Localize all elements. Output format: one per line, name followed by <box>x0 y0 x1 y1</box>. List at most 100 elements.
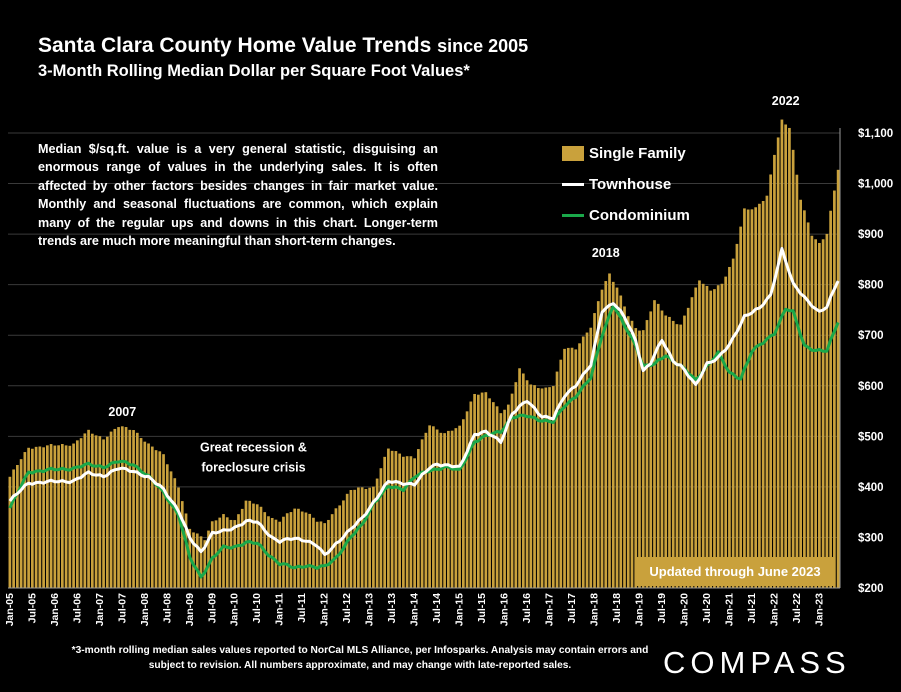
single-family-bar <box>150 446 154 588</box>
x-tick-label: Jul-06 <box>71 593 83 624</box>
single-family-bar <box>443 433 446 588</box>
single-family-bars <box>8 119 840 589</box>
legend-label-townhouse: Townhouse <box>589 176 672 193</box>
single-family-bar <box>158 451 162 588</box>
legend-label-single-family: Single Family <box>589 145 686 162</box>
single-family-bar <box>297 508 300 588</box>
single-family-bar <box>252 503 255 588</box>
single-family-bar <box>806 222 810 588</box>
single-family-bar <box>731 258 735 588</box>
series-lines <box>8 247 840 579</box>
single-family-bar <box>765 195 769 588</box>
y-tick-label: $400 <box>858 482 884 494</box>
single-family-bar <box>484 392 488 588</box>
x-tick-label: Jul-22 <box>791 593 803 624</box>
single-family-bar <box>829 210 832 589</box>
legend-swatch-single-family <box>562 146 584 161</box>
single-family-bar <box>237 514 240 588</box>
x-tick-label: Jan-10 <box>229 593 241 626</box>
x-tick-label: Jan-18 <box>589 593 601 626</box>
legend-swatch-condominium <box>562 214 584 217</box>
townhouse-line <box>8 247 840 556</box>
single-family-bar <box>270 517 274 588</box>
single-family-bar <box>338 505 342 588</box>
single-family-bar <box>342 500 345 588</box>
single-family-bar <box>671 320 675 588</box>
y-tick-label: $600 <box>858 381 884 393</box>
single-family-bar <box>60 444 64 588</box>
single-family-bar <box>611 281 615 588</box>
single-family-bar <box>233 520 237 588</box>
single-family-bar <box>525 380 529 588</box>
y-tick-label: $900 <box>858 229 884 241</box>
single-family-bar <box>308 513 312 588</box>
single-family-bar <box>754 207 758 588</box>
single-family-bar <box>222 514 225 588</box>
single-family-bar <box>12 469 15 588</box>
legend-swatch-townhouse <box>562 183 584 186</box>
single-family-bar <box>664 315 668 588</box>
single-family-bar <box>462 419 465 588</box>
single-family-bar <box>90 433 94 588</box>
single-family-bar <box>750 209 754 588</box>
single-family-bar <box>641 330 645 588</box>
single-family-bar <box>109 431 113 588</box>
x-tick-label: Jul-20 <box>701 593 713 624</box>
single-family-bar <box>165 464 169 588</box>
single-family-bar <box>619 295 623 588</box>
single-family-bar <box>229 519 233 588</box>
single-family-bar <box>589 327 593 588</box>
single-family-bar <box>46 445 49 588</box>
x-tick-label: Jan-17 <box>544 593 556 626</box>
single-family-bar <box>821 239 825 588</box>
x-tick-label: Jan-14 <box>409 593 421 626</box>
single-family-bar <box>79 438 83 588</box>
single-family-bar <box>124 427 128 588</box>
single-family-bar <box>420 439 424 588</box>
single-family-bar <box>596 301 600 588</box>
single-family-bar <box>203 540 207 588</box>
single-family-bar <box>409 456 413 588</box>
single-family-bar <box>574 349 578 588</box>
single-family-bar <box>521 373 525 588</box>
single-family-bar <box>506 404 510 588</box>
single-family-bar <box>405 456 409 588</box>
x-tick-label: Jul-14 <box>431 593 443 624</box>
single-family-bar <box>195 533 199 588</box>
single-family-bar <box>803 210 806 588</box>
single-family-bar <box>199 536 203 588</box>
single-family-bar <box>656 303 660 588</box>
single-family-bar <box>709 290 713 588</box>
single-family-bar <box>300 511 304 588</box>
axes: $200 $300 $400 $500 $600 $700 $800 $900 $1,000 $1… <box>4 128 893 626</box>
single-family-bar <box>424 432 428 588</box>
single-family-bar <box>683 315 686 588</box>
single-family-bar <box>701 283 705 588</box>
single-family-bar <box>57 445 60 588</box>
single-family-bar <box>773 154 776 588</box>
single-family-bar <box>383 456 386 588</box>
single-family-bar <box>334 508 338 588</box>
single-family-bar <box>293 508 297 588</box>
single-family-bar <box>360 487 364 588</box>
x-tick-label: Jul-21 <box>746 593 758 624</box>
single-family-bar <box>357 487 360 588</box>
single-family-bar <box>480 392 484 588</box>
single-family-bar <box>120 426 124 588</box>
single-family-bar <box>536 388 540 588</box>
single-family-bar <box>210 521 214 588</box>
single-family-bar <box>454 428 458 588</box>
x-tick-label: Jul-16 <box>521 593 533 624</box>
single-family-bar <box>132 430 135 588</box>
single-family-bar <box>23 452 27 588</box>
single-family-bar <box>788 127 791 588</box>
x-tick-label: Jul-05 <box>26 593 38 624</box>
single-family-bar <box>739 226 743 589</box>
single-family-bar <box>608 273 611 588</box>
single-family-bar <box>593 313 596 588</box>
single-family-bar <box>94 435 98 588</box>
y-tick-label: $300 <box>858 532 884 544</box>
single-family-bar <box>495 406 499 588</box>
single-family-bar <box>128 429 132 588</box>
single-family-bar <box>413 458 416 588</box>
